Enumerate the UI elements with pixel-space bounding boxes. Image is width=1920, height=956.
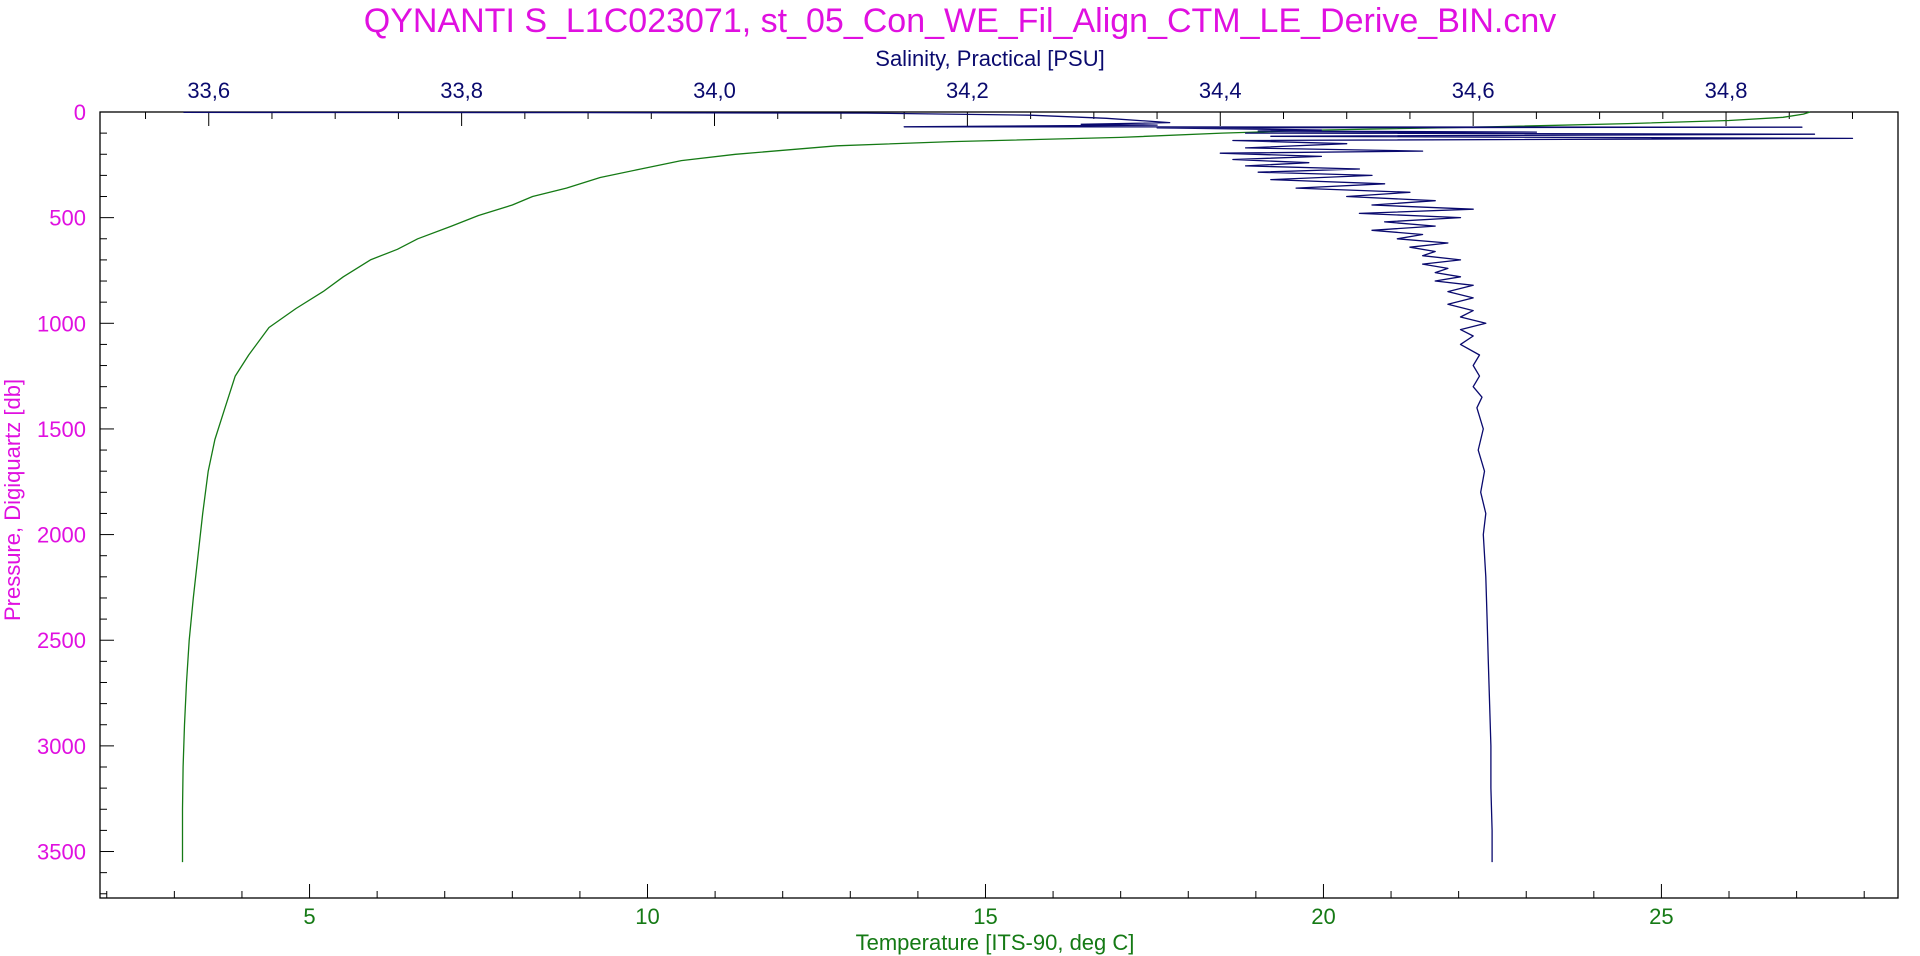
temperature-axis-label: Temperature [ITS-90, deg C] <box>856 930 1135 955</box>
plot-frame <box>99 111 1899 899</box>
pressure-tick-label: 3000 <box>37 734 86 759</box>
temperature-tick-label: 20 <box>1311 904 1335 929</box>
salinity-axis-label: Salinity, Practical [PSU] <box>875 46 1104 71</box>
salinity-profile-line <box>183 111 1854 863</box>
pressure-tick-label: 2000 <box>37 523 86 548</box>
temperature-tick-label: 15 <box>973 904 997 929</box>
pressure-tick-label: 500 <box>49 206 86 231</box>
pressure-axis-label: Pressure, Digiquartz [db] <box>0 379 25 621</box>
pressure-tick-label: 3500 <box>37 840 86 865</box>
salinity-tick-label: 34,8 <box>1705 78 1748 103</box>
pressure-tick-label: 2500 <box>37 628 86 653</box>
salinity-tick-label: 33,6 <box>187 78 230 103</box>
salinity-tick-label: 34,0 <box>693 78 736 103</box>
temperature-tick-label: 25 <box>1649 904 1673 929</box>
axis-ticks <box>100 111 1865 898</box>
salinity-tick-label: 33,8 <box>440 78 483 103</box>
temperature-tick-label: 5 <box>303 904 315 929</box>
temperature-profile-line <box>181 111 1811 863</box>
series-lines <box>181 111 1854 863</box>
pressure-tick-label: 1000 <box>37 311 86 336</box>
salinity-tick-label: 34,2 <box>946 78 989 103</box>
pressure-tick-label: 1500 <box>37 417 86 442</box>
salinity-tick-label: 34,6 <box>1452 78 1495 103</box>
chart-title: QYNANTI S_L1C023071, st_05_Con_WE_Fil_Al… <box>364 2 1556 40</box>
temperature-tick-label: 10 <box>635 904 659 929</box>
pressure-tick-label: 0 <box>74 100 86 125</box>
tick-labels: 0 500 1000 1500 2000 2500 3000 3500 33,6 33,8 34,0… <box>37 78 1747 929</box>
salinity-tick-label: 34,4 <box>1199 78 1242 103</box>
